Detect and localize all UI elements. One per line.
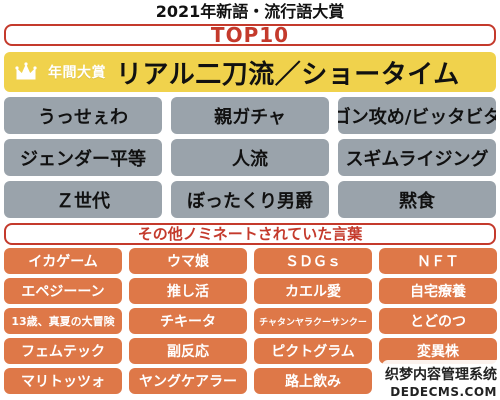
nominee-item: 自宅療養 (379, 278, 497, 304)
nominee-item: 変異株 (379, 338, 497, 364)
other-nominees-grid: イカゲーム ウマ娘 ＳＤＧｓ ＮＦＴ エペジーーン 推し活 カエル愛 自宅療養 … (4, 248, 497, 394)
nominee-item: ヤングケアラー (129, 368, 247, 394)
other-nominees-banner: その他ノミネートされていた言葉 (4, 223, 496, 245)
top10-item: ゴン攻め/ビッタビタ (338, 97, 496, 134)
crown-icon (15, 62, 37, 80)
nominee-item: イカゲーム (4, 248, 122, 274)
nominee-item: ピクトグラム (254, 338, 372, 364)
top10-item: Ｚ世代 (4, 181, 162, 218)
grand-prize-label: 年間大賞 (48, 65, 106, 81)
top10-item: 人流 (171, 139, 329, 176)
watermark-line2: DEDECMS.COM (390, 385, 497, 399)
top10-item: 親ガチャ (171, 97, 329, 134)
nominee-item: フェムテック (4, 338, 122, 364)
top10-banner: TOP10 (4, 24, 496, 46)
grand-prize-banner: 年間大賞 リアル二刀流／ショータイム (4, 52, 496, 92)
nominee-item: 副反応 (129, 338, 247, 364)
nominee-item: チャタンヤラクーサンクー (254, 308, 372, 334)
nominee-item: カエル愛 (254, 278, 372, 304)
nominee-item: 13歳、真夏の大冒険 (4, 308, 122, 334)
nominee-item: ＳＤＧｓ (254, 248, 372, 274)
nominee-item: とどのつ (379, 308, 497, 334)
nominee-item: ＮＦＴ (379, 248, 497, 274)
top10-item: 黙食 (338, 181, 496, 218)
nominee-item: 路上飲み (254, 368, 372, 394)
top10-item: ぼったくり男爵 (171, 181, 329, 218)
watermark-line1: 织梦内容管理系统 (385, 367, 497, 383)
grand-prize-phrase: リアル二刀流／ショータイム (116, 59, 460, 90)
nominee-item: チキータ (129, 308, 247, 334)
nominee-item: マリトッツォ (4, 368, 122, 394)
top10-item: うっせぇわ (4, 97, 162, 134)
nominee-item: ウマ娘 (129, 248, 247, 274)
nominee-item: 推し活 (129, 278, 247, 304)
top10-grid: うっせぇわ 親ガチャ ゴン攻め/ビッタビタ ジェンダー平等 人流 スギムライジン… (4, 97, 496, 218)
top10-item: スギムライジング (338, 139, 496, 176)
top10-item: ジェンダー平等 (4, 139, 162, 176)
nominee-item: エペジーーン (4, 278, 122, 304)
page-title: 2021年新語・流行語大賞 (155, 2, 345, 21)
watermark: 织梦内容管理系统 DEDECMS.COM (382, 360, 500, 400)
